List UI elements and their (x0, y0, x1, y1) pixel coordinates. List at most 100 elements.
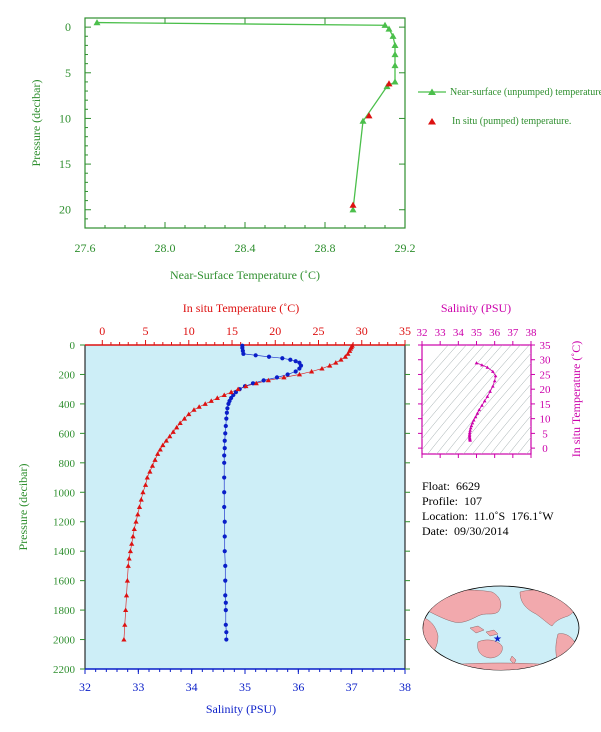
near-surface-point (391, 78, 399, 85)
pressure-tick-label: 400 (59, 399, 76, 411)
profile-label: Profile: (422, 494, 458, 508)
pressure-tick-label: 0 (70, 340, 76, 352)
density-contour (517, 436, 531, 454)
temperature-point (127, 548, 134, 554)
temperature-point (135, 511, 141, 517)
float-label: Float: (422, 479, 451, 493)
temperature-point (235, 386, 241, 392)
salinity-tick-label: 35 (239, 680, 251, 694)
salinity-point (222, 504, 227, 510)
profile-value: 107 (464, 494, 482, 508)
salinity-point (222, 519, 227, 524)
salinity-point (224, 410, 229, 415)
salinity-point (222, 475, 227, 480)
ts-point (473, 415, 478, 419)
main-temperature-ticks: 0 5 10 15 20 25 30 35 (99, 324, 411, 345)
ts-point (493, 374, 498, 378)
temperature-tick-label: 0 (99, 324, 105, 338)
temperature-point (163, 438, 169, 443)
location-lat: 11.0˚S (473, 509, 506, 523)
ts-temperature-ticks: 0 5 10 15 20 25 30 35 (418, 340, 551, 455)
ts-point (485, 394, 490, 398)
top-y-axis-label: Pressure (decibar) (29, 80, 43, 167)
temperature-point (157, 446, 163, 452)
pressure-tick-label: 600 (59, 428, 76, 440)
profile-line: Profile: 107 (422, 494, 554, 509)
temperature-point (138, 497, 144, 502)
land-australia (477, 639, 503, 659)
salinity-point (285, 372, 290, 377)
ts-point (471, 418, 476, 422)
main-series (121, 343, 355, 642)
ts-point (468, 438, 472, 442)
temperature-point (149, 463, 156, 468)
temperature-point (124, 578, 130, 583)
density-contour (499, 415, 531, 454)
pressure-tick-label: 1400 (53, 546, 76, 558)
top-legend: Near-surface (unpumped) temperature. In … (418, 87, 601, 127)
ts-point (468, 426, 473, 430)
pressure-tick-label: 1600 (53, 576, 76, 588)
location-line: Location: 11.0˚S 176.1˚W (422, 509, 554, 524)
salinity-tick-label: 37 (346, 680, 358, 694)
temperature-point (130, 533, 136, 539)
top-y-tick-label: 0 (65, 20, 71, 34)
legend-green-triangle (428, 88, 436, 95)
ts-point (467, 430, 472, 434)
salinity-point (297, 366, 302, 371)
near-surface-point (391, 51, 399, 58)
ts-y-tick-label: 35 (540, 340, 552, 352)
near-surface-point (391, 41, 399, 49)
date-label: Date: (422, 524, 448, 538)
temperature-point (140, 489, 146, 495)
density-contour (454, 363, 531, 454)
temperature-point (160, 442, 166, 448)
temperature-tick-label: 5 (143, 324, 149, 338)
ts-series (467, 361, 498, 442)
temperature-point (342, 354, 348, 359)
ts-y-tick-label: 5 (542, 428, 548, 440)
pressure-tick-label: 200 (59, 369, 76, 381)
temperature-point (253, 380, 259, 386)
temperature-point (170, 429, 176, 434)
temperature-point (177, 420, 183, 426)
salinity-point (222, 534, 227, 539)
salinity-point (222, 453, 227, 458)
top-x-tick-label: 28.4 (235, 241, 256, 255)
top-x-tick-label: 29.2 (395, 241, 416, 255)
near-surface-point (389, 32, 397, 39)
density-contour (422, 345, 458, 386)
ts-y-tick-label: 30 (540, 355, 552, 367)
temperature-point (347, 348, 353, 353)
ts-x-tick-label: 34 (453, 327, 465, 339)
main-salinity-ticks: 32 33 34 35 36 37 38 (79, 669, 411, 694)
density-contour (422, 345, 467, 397)
top-y-tick-label: 10 (59, 111, 71, 125)
date-value: 09/30/2014 (454, 524, 509, 538)
salinity-point (224, 416, 229, 421)
float-value: 6629 (456, 479, 481, 493)
land-indonesia (469, 625, 499, 637)
ts-point (491, 384, 495, 388)
salinity-tick-label: 34 (186, 680, 198, 694)
ts-x-tick-label: 32 (417, 327, 428, 339)
ts-y-tick-label: 15 (540, 399, 552, 411)
float-line: Float: 6629 (422, 479, 554, 494)
top-plot-frame (84, 17, 406, 229)
top-x-ticks: 27.6 28.0 28.4 28.8 29.2 (75, 18, 416, 255)
near-surface-temperature-chart: 27.6 28.0 28.4 28.8 29.2 0 5 10 15 20 Near-Surfa… (29, 17, 601, 282)
density-contour (508, 426, 531, 454)
pressure-tick-label: 1000 (53, 487, 76, 499)
ts-point (492, 379, 497, 383)
temperature-point (121, 636, 127, 642)
temperature-point (155, 451, 161, 456)
temperature-point (221, 392, 227, 398)
temperature-point (123, 592, 130, 598)
density-contour (422, 345, 476, 407)
near-surface-point (359, 117, 367, 124)
main-pressure-ticks: 0 200 400 600 800 1000 1200 1400 1600 1800 2000 220… (53, 340, 410, 676)
salinity-point (223, 563, 228, 569)
density-contour (472, 383, 531, 454)
temperature-point (123, 607, 129, 613)
near-surface-point (391, 61, 399, 69)
